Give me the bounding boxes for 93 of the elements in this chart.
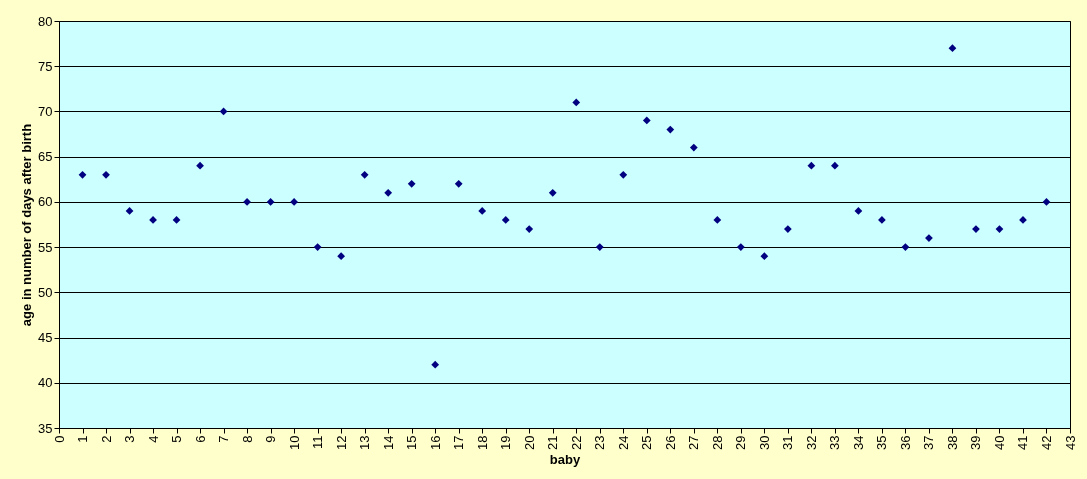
x-tick-label: 16 (427, 435, 443, 450)
x-tick-label: 11 (310, 435, 326, 449)
x-tick-label: 37 (921, 435, 937, 450)
y-tick-label: 40 (38, 375, 53, 391)
x-tick-label: 2 (98, 435, 114, 443)
x-tick-label: 41 (1015, 435, 1031, 450)
point (337, 252, 346, 261)
x-tick-label: 34 (850, 435, 866, 450)
x-tick-label: 32 (803, 435, 819, 450)
y-axis-title: age in number of days after birth (19, 123, 35, 327)
point (290, 198, 298, 206)
point (102, 170, 110, 179)
point (642, 116, 651, 125)
y-tick-label: 50 (38, 284, 53, 300)
x-tick-label: 36 (897, 435, 913, 450)
point (196, 161, 204, 170)
y-tick-label: 65 (38, 149, 53, 165)
x-tick-label: 40 (991, 435, 1007, 450)
point (783, 225, 792, 233)
x-tick-label: 3 (122, 435, 138, 443)
x-tick-label: 35 (874, 435, 890, 450)
point (125, 207, 134, 215)
x-tick-label: 23 (592, 435, 608, 450)
x-axis-title: baby (549, 451, 581, 467)
point (995, 225, 1004, 233)
point (454, 179, 463, 188)
x-tick-label: 7 (216, 435, 232, 443)
x-tick-label: 28 (709, 435, 725, 450)
x-tick-label: 26 (662, 435, 678, 450)
point (478, 207, 487, 215)
point (925, 234, 933, 242)
x-tick-label: 25 (639, 435, 655, 450)
point (384, 188, 393, 197)
x-tick-label: 20 (521, 435, 537, 450)
x-tick-label: 24 (615, 435, 631, 450)
x-tick-label: 29 (733, 435, 749, 450)
x-tick-label: 42 (1038, 435, 1054, 450)
x-tick-label: 14 (380, 435, 396, 450)
point (831, 161, 839, 170)
point (1042, 198, 1051, 206)
point (595, 243, 604, 251)
point (219, 107, 228, 116)
x-tick-label: 21 (545, 435, 561, 450)
point (948, 44, 957, 53)
point (243, 198, 251, 206)
x-tick-label: 9 (263, 435, 279, 443)
point (736, 243, 745, 251)
point (360, 170, 369, 179)
point (78, 170, 87, 179)
x-tick-label: 6 (192, 435, 208, 443)
point (407, 179, 416, 188)
y-tick-label: 70 (38, 103, 53, 119)
x-tick-label: 5 (169, 435, 185, 443)
point (313, 243, 322, 251)
point (619, 170, 628, 179)
point (431, 360, 440, 369)
y-tick-label: 60 (38, 194, 53, 210)
point (807, 161, 816, 170)
x-tick-label: 19 (498, 435, 514, 450)
x-tick-label: 1 (75, 435, 91, 443)
point (172, 216, 181, 224)
x-tick-label: 31 (780, 435, 796, 450)
x-tick-label: 17 (451, 435, 467, 450)
x-tick-label: 12 (333, 435, 349, 450)
point (525, 225, 534, 233)
y-tick-label: 55 (38, 239, 53, 255)
point (713, 216, 722, 224)
x-tick-label: 4 (145, 435, 161, 443)
x-tick-label: 27 (686, 435, 702, 450)
y-tick-label: 45 (38, 330, 53, 346)
point (572, 98, 581, 107)
point (666, 125, 675, 134)
x-tick-label: 33 (827, 435, 843, 450)
point (854, 207, 863, 215)
x-tick-label: 30 (756, 435, 772, 450)
x-tick-label: 22 (568, 435, 584, 450)
x-tick-label: 18 (474, 435, 490, 450)
point (266, 198, 275, 206)
point (548, 188, 557, 197)
x-tick-label: 8 (239, 435, 255, 443)
x-tick-label: 0 (51, 435, 67, 443)
point (760, 252, 769, 261)
y-tick-label: 75 (38, 58, 53, 74)
point (901, 243, 910, 251)
point (501, 216, 510, 224)
x-tick-label: 10 (286, 435, 302, 450)
x-tick-label: 38 (944, 435, 960, 450)
x-tick-label: 15 (404, 435, 420, 450)
x-tick-label: 13 (357, 435, 373, 450)
y-tick-label: 80 (38, 13, 53, 29)
point (689, 143, 698, 152)
x-tick-label: 39 (968, 435, 984, 450)
x-tick-label: 43 (1062, 435, 1078, 450)
